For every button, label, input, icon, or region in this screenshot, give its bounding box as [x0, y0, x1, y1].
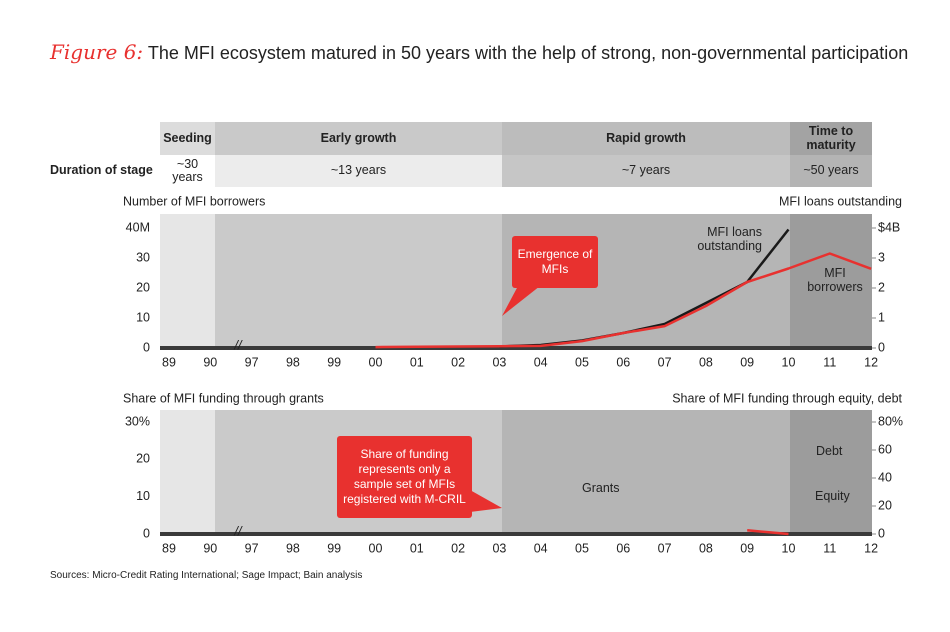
y2-tick-label: $4B — [878, 220, 900, 234]
stage-name: Rapid growth — [502, 122, 790, 155]
y2-tick-label: 60 — [878, 442, 892, 456]
x-tick-label: 97 — [245, 355, 259, 369]
annotation: Share of funding represents only a sampl… — [337, 436, 472, 518]
y-tick-label: 20 — [136, 280, 150, 294]
series-line — [747, 529, 789, 536]
y-tick-label: 20 — [136, 452, 150, 466]
callout-pointer — [470, 490, 502, 512]
x-tick-label: 04 — [534, 541, 548, 555]
chart-title: The MFI ecosystem matured in 50 years wi… — [147, 43, 909, 63]
x-tick-label: 89 — [162, 355, 176, 369]
x-tick-label: 05 — [575, 541, 589, 555]
x-tick-label: 11 — [823, 541, 836, 555]
y2-tick-label: 0 — [878, 340, 885, 354]
x-tick-label: 02 — [451, 355, 465, 369]
stage-band — [790, 214, 872, 348]
stage-duration: ~50 years — [790, 155, 872, 187]
axis-break: // — [233, 523, 243, 538]
y2-tick-label: 20 — [878, 498, 892, 512]
x-tick-label: 06 — [616, 355, 630, 369]
y-axis-title: Number of MFI borrowers — [123, 194, 265, 208]
figure-label: Figure 6: — [50, 40, 144, 64]
y2-tick-label: 0 — [878, 526, 885, 540]
y2-axis-title: Share of MFI funding through equity, deb… — [672, 391, 902, 405]
x-tick-label: 00 — [369, 355, 383, 369]
x-tick-label: 99 — [327, 355, 341, 369]
series-label: MFI loans outstanding — [697, 225, 762, 254]
y-tick-label: 0 — [143, 526, 150, 540]
x-tick-label: 98 — [286, 541, 300, 555]
x-tick-label: 08 — [699, 541, 713, 555]
x-tick-label: 02 — [451, 541, 465, 555]
x-tick-label: 07 — [658, 355, 672, 369]
stage-band — [502, 410, 790, 534]
y-tick-label: 30 — [136, 250, 150, 264]
series-label: Equity — [815, 489, 850, 503]
series-label: Debt — [816, 444, 843, 458]
x-tick-label: 89 — [162, 541, 176, 555]
y2-tick-label: 1 — [878, 310, 885, 324]
y2-tick-label: 40 — [878, 470, 892, 484]
y2-tick-label: 2 — [878, 280, 885, 294]
y2-tick-label: 3 — [878, 250, 885, 264]
x-tick-label: 12 — [864, 541, 878, 555]
x-tick-label: 09 — [740, 355, 754, 369]
x-tick-label: 03 — [492, 355, 506, 369]
stage-band — [215, 214, 502, 348]
x-tick-label: 03 — [492, 541, 506, 555]
stage-row-label: Duration of stage — [50, 163, 153, 177]
x-tick-label: 00 — [369, 541, 383, 555]
stage-band — [160, 214, 215, 348]
x-tick-label: 10 — [782, 541, 796, 555]
x-tick-label: 98 — [286, 355, 300, 369]
y-tick-label: 0 — [143, 340, 150, 354]
axis-break: // — [233, 337, 243, 352]
x-tick-label: 11 — [823, 355, 836, 369]
x-tick-label: 90 — [203, 541, 217, 555]
y-tick-label: 30% — [125, 414, 150, 428]
x-tick-label: 01 — [410, 541, 424, 555]
stage-duration: ~7 years — [502, 155, 790, 187]
x-tick-label: 10 — [782, 355, 796, 369]
x-tick-label: 07 — [658, 541, 672, 555]
x-tick-label: 08 — [699, 355, 713, 369]
source: Sources: Micro-Credit Rating Internation… — [50, 570, 363, 581]
x-tick-label: 06 — [616, 541, 630, 555]
callout-pointer — [502, 286, 540, 316]
title-row: Figure 6: The MFI ecosystem matured in 5… — [50, 40, 908, 64]
annotation: Emergence of MFIs — [512, 236, 598, 288]
series-label: MFI borrowers — [807, 266, 863, 295]
stage-band — [790, 410, 872, 534]
y-tick-label: 40M — [126, 220, 150, 234]
y2-axis-title: MFI loans outstanding — [779, 194, 902, 208]
stage-duration: ~13 years — [215, 155, 502, 187]
x-tick-label: 97 — [245, 541, 259, 555]
stage-duration: ~30 years — [160, 155, 215, 187]
x-tick-label: 04 — [534, 355, 548, 369]
stage-name: Seeding — [160, 122, 215, 155]
x-tick-label: 01 — [410, 355, 424, 369]
y-axis-title: Share of MFI funding through grants — [123, 391, 324, 405]
y-tick-label: 10 — [136, 489, 150, 503]
stage-band — [160, 410, 215, 534]
series-label: Grants — [582, 481, 620, 495]
y-tick-label: 10 — [136, 310, 150, 324]
x-tick-label: 09 — [740, 541, 754, 555]
y2-tick-label: 80% — [878, 414, 903, 428]
stage-name: Time to maturity — [790, 122, 872, 155]
x-tick-label: 12 — [864, 355, 878, 369]
series-line — [375, 252, 872, 349]
stage-name: Early growth — [215, 122, 502, 155]
x-tick-label: 99 — [327, 541, 341, 555]
x-tick-label: 90 — [203, 355, 217, 369]
x-tick-label: 05 — [575, 355, 589, 369]
